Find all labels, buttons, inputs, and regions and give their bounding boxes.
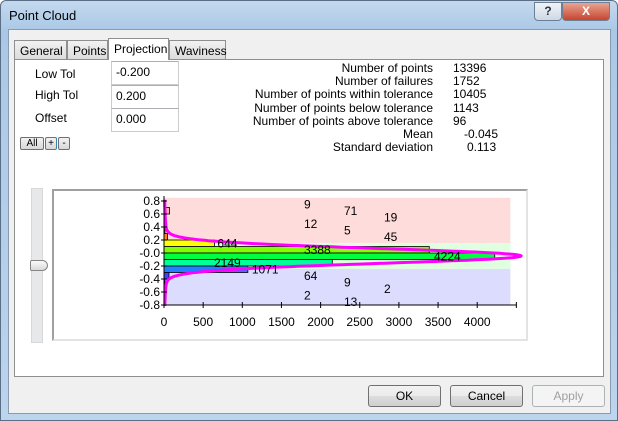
bar-label: 1071 — [252, 262, 279, 276]
close-button[interactable]: X — [562, 2, 610, 21]
zoom-all-button[interactable]: All — [20, 137, 44, 150]
y-tick-label: 0.6 — [143, 207, 160, 221]
bar-label: 2 — [304, 288, 311, 302]
bar-label: 13 — [344, 295, 358, 309]
slider-thumb[interactable] — [30, 260, 48, 271]
apply-button[interactable]: Apply — [532, 385, 605, 407]
y-tick-label: 0.8 — [143, 194, 160, 208]
y-tick-label: 0.4 — [143, 220, 160, 234]
stat-value: -0.045 — [464, 127, 499, 141]
ok-button[interactable]: OK — [368, 385, 441, 407]
stat-label: Number of points — [341, 61, 433, 75]
y-tick-label: -0.8 — [139, 298, 160, 312]
x-tick-label: 4000 — [464, 315, 491, 329]
histogram-bar — [163, 233, 168, 241]
stat-label: Number of points within tolerance — [254, 87, 433, 102]
x-tick-label: 500 — [193, 315, 213, 329]
stat-value: 1143 — [453, 100, 479, 115]
zoom-in-button[interactable]: + — [45, 137, 57, 150]
bar-label: 644 — [217, 236, 237, 250]
bar-label: 45 — [384, 230, 398, 244]
tab-general[interactable]: General — [14, 40, 67, 59]
stat-value: 0.113 — [467, 140, 497, 155]
tab-points[interactable]: Points — [67, 40, 108, 59]
stat-label: Mean — [402, 127, 433, 141]
stat-value: 13396 — [453, 61, 487, 75]
projection-panel: Low Tol -0.200 High Tol 0.200 Offset 0.0… — [14, 59, 604, 377]
dialog-client: General Points Projection Waviness Low T… — [8, 29, 611, 414]
cancel-button[interactable]: Cancel — [450, 385, 523, 407]
stat-label: Number of points below tolerance — [254, 100, 433, 115]
y-tick-label: 0.2 — [143, 233, 160, 247]
x-tick-label: 0 — [161, 315, 168, 329]
stat-value: 10405 — [453, 87, 487, 102]
help-button[interactable]: ? — [534, 2, 562, 21]
bar-label: 9 — [344, 275, 351, 289]
bar-label: 9 — [304, 197, 311, 211]
bar-label: 4224 — [434, 249, 461, 263]
x-tick-label: 3500 — [425, 315, 452, 329]
bar-label: 3388 — [304, 243, 331, 257]
stat-label: Number of failures — [334, 74, 433, 89]
window-title: Point Cloud — [9, 8, 77, 23]
low-tol-input[interactable]: -0.200 — [111, 61, 179, 85]
zoom-out-button[interactable]: - — [58, 137, 70, 150]
histogram-chart: 9 71 19 12 5 45 644 3388 4224 2149 1071 64 9 2 2 13 0.8 0… — [52, 189, 528, 341]
bar-label: 12 — [304, 217, 318, 231]
y-tick-label: -0.6 — [139, 285, 160, 299]
y-tick-label: -0.2 — [139, 259, 160, 273]
x-tick-label: 1000 — [229, 315, 256, 329]
x-tick-label: 2000 — [307, 315, 334, 329]
high-tol-label: High Tol — [35, 88, 79, 102]
high-tol-input[interactable]: 0.200 — [111, 85, 179, 109]
fit-curve-line — [163, 199, 523, 306]
bar-label: 2149 — [214, 256, 241, 270]
stat-label: Standard deviation — [332, 140, 433, 155]
tab-waviness[interactable]: Waviness — [169, 40, 227, 59]
bar-label: 19 — [384, 210, 398, 224]
low-tol-label: Low Tol — [35, 67, 76, 81]
bar-label: 5 — [344, 223, 351, 237]
stat-value: 1752 — [453, 74, 480, 89]
bar-label: 2 — [384, 282, 391, 296]
bar-label: 71 — [344, 204, 358, 218]
above-tolerance-band — [164, 197, 511, 243]
offset-label: Offset — [35, 111, 67, 125]
y-tick-label: -0.4 — [139, 272, 160, 286]
bar-label: 64 — [304, 269, 318, 283]
tab-projection[interactable]: Projection — [108, 38, 169, 60]
y-tick-label: -0.0 — [139, 246, 160, 260]
x-tick-label: 1500 — [268, 315, 295, 329]
stat-value: 96 — [453, 113, 467, 128]
x-tick-label: 3000 — [386, 315, 413, 329]
stat-label: Number of points above tolerance — [252, 113, 433, 128]
offset-input[interactable]: 0.000 — [111, 108, 179, 132]
below-tolerance-band — [164, 268, 511, 305]
x-tick-label: 2500 — [346, 315, 373, 329]
